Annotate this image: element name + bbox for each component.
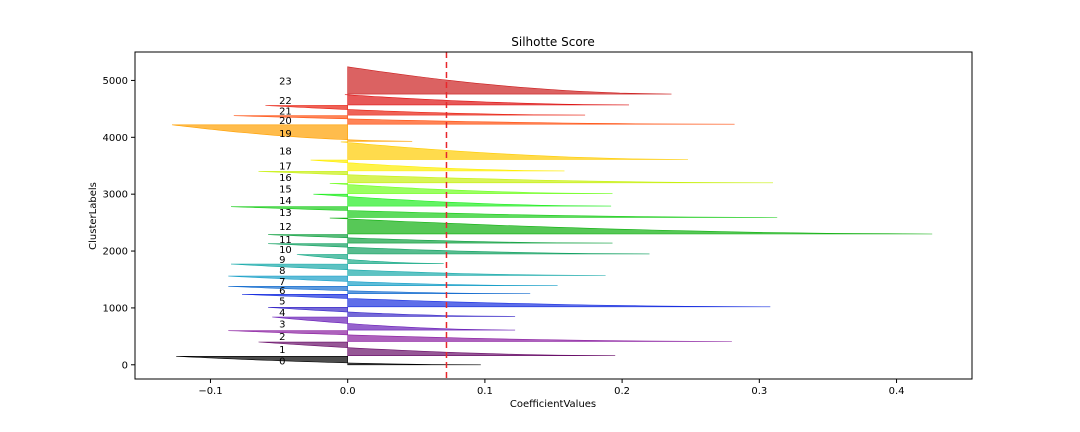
cluster-silhouette-11 (268, 234, 613, 244)
cluster-silhouette-7 (228, 275, 558, 287)
cluster-silhouette-18 (340, 141, 689, 160)
cluster-label: 4 (279, 308, 285, 319)
x-tick-label: 0.4 (889, 386, 905, 397)
cluster-label: 6 (279, 286, 285, 297)
y-tick-label: 1000 (103, 303, 128, 314)
cluster-label: 8 (279, 266, 285, 277)
cluster-label: 22 (279, 96, 292, 107)
y-axis-label: ClusterLabels (88, 182, 99, 250)
cluster-silhouette-15 (329, 183, 613, 194)
cluster-label: 18 (279, 147, 292, 158)
cluster-label: 5 (279, 297, 285, 308)
cluster-silhouette-17 (310, 159, 565, 172)
y-tick-label: 2000 (103, 247, 128, 258)
cluster-label: 13 (279, 208, 292, 219)
cluster-silhouette-19 (171, 124, 413, 142)
cluster-label: 11 (279, 235, 292, 246)
cluster-silhouette-13 (230, 206, 778, 218)
cluster-silhouette-4 (268, 307, 516, 317)
cluster-silhouette-20 (233, 115, 735, 125)
cluster-silhouette-1 (258, 341, 616, 356)
x-tick-label: 0.3 (751, 386, 767, 397)
cluster-silhouette-23 (347, 66, 672, 95)
cluster-silhouette-5 (241, 293, 771, 308)
cluster-label: 12 (279, 222, 292, 233)
cluster-label: 15 (279, 184, 292, 195)
cluster-label: 7 (279, 277, 285, 288)
cluster-silhouettes (171, 66, 933, 366)
cluster-silhouette-8 (230, 263, 606, 276)
cluster-label: 20 (279, 116, 292, 127)
y-tick-label: 5000 (103, 76, 128, 87)
x-tick-label: 0.0 (340, 386, 356, 397)
cluster-silhouette-12 (329, 217, 933, 235)
cluster-label: 19 (279, 129, 292, 140)
x-tick-label: −0.1 (198, 386, 222, 397)
cluster-label: 2 (279, 332, 285, 343)
cluster-label: 17 (279, 161, 292, 172)
chart-title: Silhotte Score (511, 35, 594, 49)
plot-frame (134, 51, 973, 380)
y-axis-ticks: 0 1000 2000 3000 4000 5000 (103, 76, 135, 371)
cluster-label: 23 (279, 76, 292, 87)
cluster-silhouette-14 (313, 193, 612, 207)
cluster-silhouette-9 (296, 254, 444, 264)
cluster-silhouette-2 (228, 330, 732, 342)
x-axis-ticks: −0.1 0.0 0.1 0.2 0.3 0.4 (198, 379, 904, 397)
cluster-label: 21 (279, 106, 292, 117)
cluster-silhouette-16 (258, 171, 774, 184)
cluster-silhouette-0 (176, 355, 481, 366)
cluster-label: 1 (279, 345, 285, 356)
x-tick-label: 0.2 (614, 386, 630, 397)
cluster-silhouette-6 (228, 286, 531, 294)
cluster-label: 14 (279, 196, 292, 207)
cluster-label: 3 (279, 320, 285, 331)
cluster-silhouette-3 (272, 316, 516, 331)
cluster-silhouette-21 (265, 105, 586, 116)
cluster-silhouette-10 (268, 243, 650, 255)
x-axis-label: CoefficientValues (510, 399, 596, 410)
cluster-silhouette-22 (344, 94, 630, 106)
y-tick-label: 0 (122, 360, 128, 371)
cluster-label: 9 (279, 255, 285, 266)
cluster-label: 10 (279, 245, 292, 256)
cluster-label: 16 (279, 173, 292, 184)
y-tick-label: 4000 (103, 133, 128, 144)
y-tick-label: 3000 (103, 190, 128, 201)
cluster-label: 0 (279, 357, 285, 368)
x-tick-label: 0.1 (477, 386, 493, 397)
